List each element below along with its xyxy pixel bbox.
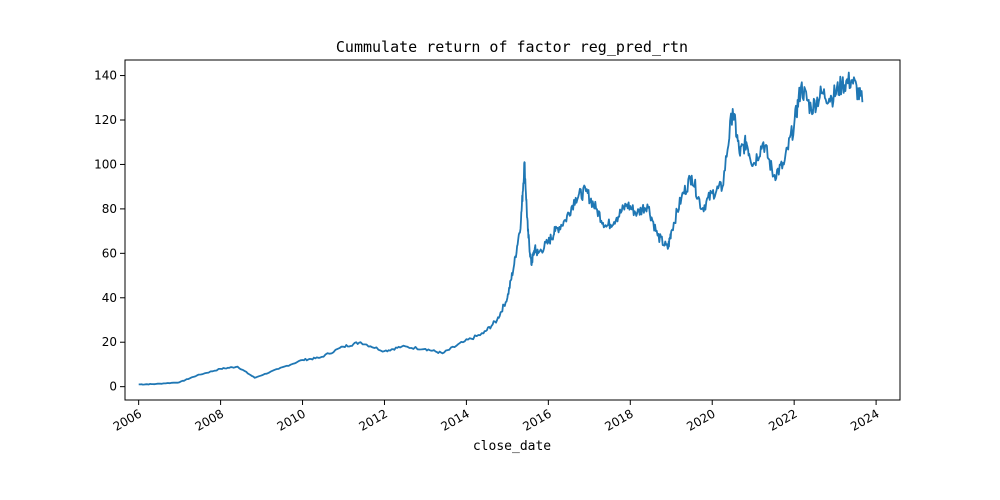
x-tick-label: 2010 — [275, 406, 308, 433]
y-tick-label: 20 — [102, 335, 117, 349]
y-tick-label: 100 — [94, 157, 117, 171]
x-axis-label: close_date — [473, 439, 551, 454]
x-tick-label: 2018 — [602, 406, 635, 433]
series-line — [138, 71, 864, 386]
y-tick-label: 40 — [102, 291, 117, 305]
series-layer — [138, 71, 864, 386]
y-tick-label: 120 — [94, 113, 117, 127]
x-tick-label: 2012 — [357, 406, 390, 433]
y-tick-label: 80 — [102, 202, 117, 216]
x-tick-label: 2006 — [111, 406, 144, 433]
y-tick-label: 0 — [109, 380, 117, 394]
x-tick-label: 2014 — [438, 406, 471, 433]
y-tick-label: 60 — [102, 246, 117, 260]
x-tick-label: 2024 — [848, 406, 881, 433]
x-tick-label: 2008 — [193, 406, 226, 433]
y-tick-label: 140 — [94, 69, 117, 83]
x-tick-label: 2022 — [766, 406, 799, 433]
chart-title: Cummulate return of factor reg_pred_rtn — [336, 38, 688, 56]
x-tick-label: 2020 — [684, 406, 717, 433]
y-axis: 0 20 40 60 80 100 120 140 — [94, 69, 125, 394]
x-tick-label: 2016 — [520, 406, 553, 433]
plot-frame — [124, 59, 901, 401]
x-axis: 2006 2008 2010 2012 2014 2016 2018 2020 2022 2024 — [111, 400, 882, 434]
